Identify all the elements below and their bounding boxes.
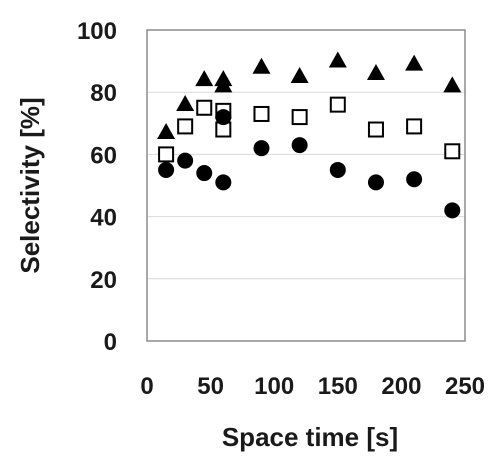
circle-point <box>253 140 270 157</box>
triangle-point <box>405 54 424 71</box>
y-axis-ticks: 0 20 40 60 80 100 <box>77 18 117 356</box>
square-point <box>196 99 213 116</box>
circle-point <box>406 171 423 188</box>
circle-point <box>158 161 175 178</box>
circle-point <box>215 174 232 191</box>
y-tick-label: 80 <box>90 80 117 107</box>
triangle-point <box>195 70 214 87</box>
x-tick-label: 100 <box>254 373 294 400</box>
square-point <box>253 105 270 122</box>
square-point <box>367 121 384 138</box>
y-tick-label: 40 <box>90 205 117 232</box>
triangle-point <box>157 123 176 140</box>
x-axis-ticks: 0 50 100 150 200 250 <box>140 373 485 400</box>
triangle-point <box>214 76 233 93</box>
x-tick-label: 150 <box>318 373 358 400</box>
data-points <box>157 51 462 219</box>
x-axis-title: Space time [s] <box>222 422 398 452</box>
circle-point <box>291 137 308 154</box>
circle-point <box>444 202 461 219</box>
circle-point <box>329 161 346 178</box>
square-point <box>158 146 175 163</box>
circle-point <box>196 165 213 182</box>
triangle-point <box>328 51 347 68</box>
triangle-point <box>176 95 195 112</box>
triangle-point <box>366 63 385 80</box>
x-tick-label: 50 <box>197 373 224 400</box>
y-tick-label: 0 <box>104 329 117 356</box>
gridlines <box>147 91 465 280</box>
square-point <box>291 109 308 126</box>
y-tick-label: 20 <box>90 267 117 294</box>
x-tick-label: 250 <box>445 373 485 400</box>
plot-area-frame <box>146 29 466 342</box>
y-tick-label: 100 <box>77 18 117 45</box>
square-point <box>406 118 423 135</box>
circle-point <box>367 174 384 191</box>
circle-point <box>215 109 232 126</box>
triangle-point <box>290 67 309 84</box>
y-tick-label: 60 <box>90 142 117 169</box>
square-point <box>177 118 194 135</box>
x-tick-label: 200 <box>381 373 421 400</box>
x-tick-label: 0 <box>140 373 153 400</box>
square-point <box>329 96 346 113</box>
triangle-point <box>252 57 271 74</box>
triangle-point <box>443 76 462 93</box>
y-axis-title: Selectivity [%] <box>15 97 45 273</box>
square-point <box>444 143 461 160</box>
circle-point <box>177 152 194 169</box>
